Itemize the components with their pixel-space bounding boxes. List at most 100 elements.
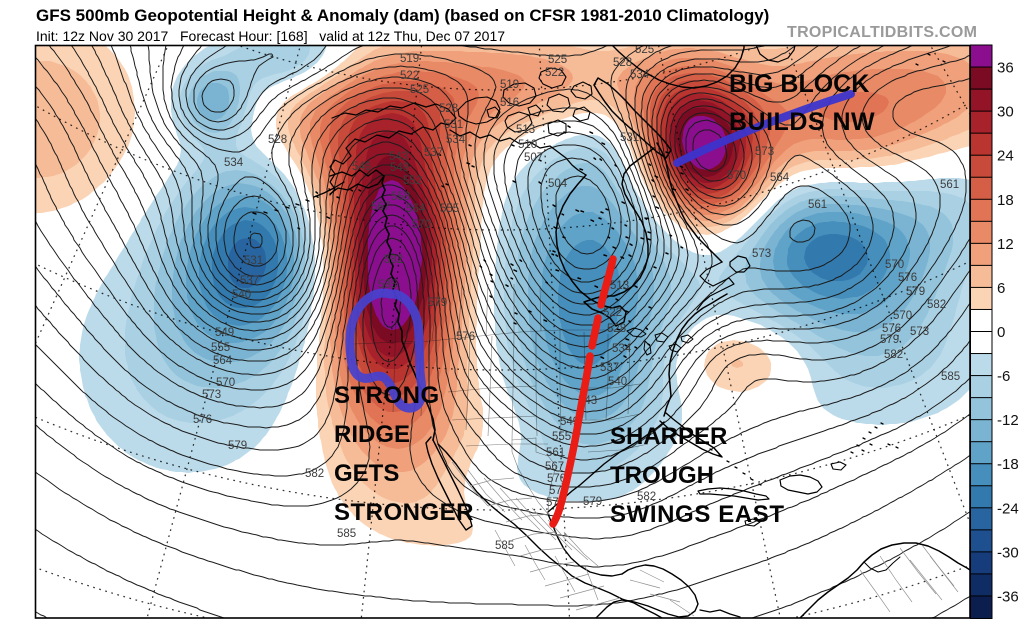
svg-text:522: 522 — [603, 307, 622, 319]
svg-text:510: 510 — [518, 139, 537, 151]
svg-text:528: 528 — [439, 103, 458, 115]
svg-text:12: 12 — [997, 236, 1014, 253]
svg-text:582: 582 — [305, 468, 324, 480]
svg-text:507: 507 — [524, 152, 543, 164]
svg-text:528: 528 — [268, 134, 287, 146]
svg-text:519: 519 — [400, 53, 419, 65]
svg-text:534: 534 — [224, 157, 244, 169]
svg-text:24: 24 — [997, 148, 1014, 165]
svg-text:558: 558 — [391, 191, 410, 203]
svg-text:522: 522 — [400, 70, 419, 82]
svg-text:-6: -6 — [997, 368, 1010, 385]
svg-text:579: 579 — [583, 496, 602, 508]
svg-text:0: 0 — [997, 324, 1005, 341]
svg-text:519: 519 — [500, 79, 519, 91]
svg-text:582: 582 — [927, 299, 946, 311]
svg-text:585: 585 — [941, 371, 960, 383]
svg-text:573: 573 — [755, 146, 774, 158]
svg-text:537: 537 — [600, 362, 619, 374]
svg-text:528: 528 — [613, 57, 632, 69]
svg-text:-36: -36 — [997, 589, 1019, 606]
svg-text:564: 564 — [213, 355, 233, 367]
svg-text:543: 543 — [389, 151, 408, 163]
svg-text:570: 570 — [727, 170, 746, 182]
svg-text:567: 567 — [371, 201, 390, 213]
svg-text:BIG BLOCK: BIG BLOCK — [729, 70, 869, 98]
svg-text:STRONG: STRONG — [334, 382, 440, 409]
svg-text:-24: -24 — [997, 500, 1019, 517]
svg-text:561: 561 — [940, 179, 959, 191]
svg-text:528: 528 — [607, 323, 626, 335]
svg-text:TROPICALTIDBITS.COM: TROPICALTIDBITS.COM — [787, 24, 977, 41]
svg-text:6: 6 — [997, 280, 1005, 297]
svg-text:18: 18 — [997, 192, 1014, 209]
svg-text:516: 516 — [500, 97, 519, 109]
svg-text:579: 579 — [880, 334, 899, 346]
svg-text:36: 36 — [997, 60, 1014, 77]
svg-text:540: 540 — [232, 289, 251, 301]
svg-text:552: 552 — [403, 175, 422, 187]
svg-text:-30: -30 — [997, 544, 1019, 561]
svg-text:564: 564 — [406, 203, 426, 215]
svg-text:570: 570 — [893, 310, 912, 322]
svg-text:534: 534 — [612, 343, 632, 355]
svg-text:582: 582 — [884, 349, 903, 361]
svg-text:SWINGS EAST: SWINGS EAST — [610, 501, 785, 528]
svg-text:579: 579 — [428, 297, 447, 309]
svg-text:585: 585 — [337, 528, 356, 540]
svg-text:585: 585 — [378, 279, 397, 291]
svg-text:549: 549 — [215, 327, 234, 339]
svg-text:513: 513 — [516, 124, 535, 136]
svg-text:576: 576 — [898, 272, 917, 284]
svg-text:534: 534 — [446, 134, 466, 146]
svg-text:531: 531 — [244, 255, 263, 267]
svg-text:579: 579 — [228, 440, 247, 452]
svg-text:-18: -18 — [997, 456, 1019, 473]
svg-text:BUILDS NW: BUILDS NW — [729, 108, 875, 136]
svg-text:504: 504 — [548, 178, 568, 190]
svg-text:573: 573 — [752, 248, 771, 260]
svg-text:555: 555 — [440, 203, 459, 215]
svg-text:RIDGE: RIDGE — [334, 421, 410, 448]
svg-text:567: 567 — [545, 461, 564, 473]
svg-text:570: 570 — [885, 259, 904, 271]
svg-text:573: 573 — [202, 389, 221, 401]
svg-text:513: 513 — [610, 280, 629, 292]
svg-text:561: 561 — [808, 199, 827, 211]
svg-text:582: 582 — [637, 491, 656, 503]
svg-text:SHARPER: SHARPER — [610, 423, 727, 450]
svg-text:576: 576 — [193, 414, 212, 426]
svg-text:525: 525 — [410, 84, 429, 96]
svg-text:570: 570 — [547, 473, 566, 485]
svg-text:579: 579 — [906, 286, 925, 298]
svg-text:531: 531 — [620, 132, 639, 144]
svg-text:30: 30 — [997, 104, 1014, 121]
svg-text:582: 582 — [384, 254, 403, 266]
svg-text:525: 525 — [548, 54, 567, 66]
svg-text:534: 534 — [630, 69, 650, 81]
svg-text:549: 549 — [390, 162, 409, 174]
svg-text:561: 561 — [546, 447, 565, 459]
svg-text:-12: -12 — [997, 412, 1019, 429]
svg-text:555: 555 — [211, 342, 230, 354]
svg-text:540: 540 — [608, 376, 627, 388]
svg-text:576: 576 — [882, 323, 901, 335]
svg-text:GFS 500mb Geopotential Height: GFS 500mb Geopotential Height & Anomaly … — [36, 6, 769, 25]
svg-text:570: 570 — [216, 377, 235, 389]
svg-text:525: 525 — [635, 44, 654, 56]
svg-text:546: 546 — [352, 161, 371, 173]
svg-text:537: 537 — [240, 275, 259, 287]
svg-text:531: 531 — [444, 119, 463, 131]
svg-text:537: 537 — [424, 147, 443, 159]
svg-text:573: 573 — [910, 326, 929, 338]
svg-text:Init: 12z Nov 30 2017 Foreca: Init: 12z Nov 30 2017 Forecast Hour: [16… — [36, 28, 505, 44]
svg-text:TROUGH: TROUGH — [610, 462, 714, 489]
svg-text:555: 555 — [552, 431, 571, 443]
svg-text:STRONGER: STRONGER — [334, 499, 474, 526]
svg-text:GETS: GETS — [334, 460, 399, 487]
svg-text:585: 585 — [495, 540, 514, 552]
svg-text:570: 570 — [412, 219, 431, 231]
svg-text:576: 576 — [456, 331, 475, 343]
svg-text:522: 522 — [545, 67, 564, 79]
svg-text:564: 564 — [770, 172, 790, 184]
